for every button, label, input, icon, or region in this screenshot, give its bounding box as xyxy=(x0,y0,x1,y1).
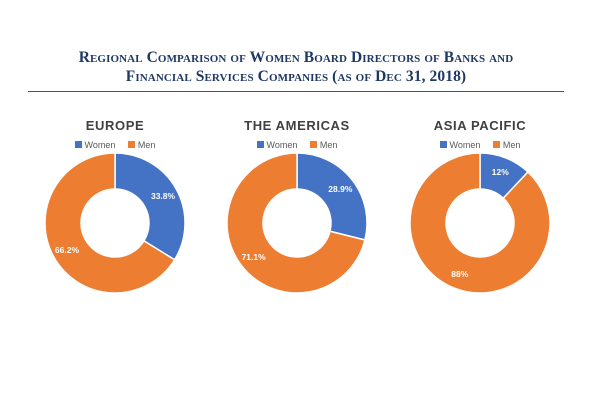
page-title: Regional Comparison of Women Board Direc… xyxy=(0,48,592,86)
legend-label: Women xyxy=(84,140,116,150)
chart-legend: Women Men xyxy=(202,140,392,150)
donut-slice-women xyxy=(296,152,368,241)
donut-slice-men xyxy=(226,152,366,294)
legend-swatch-women xyxy=(439,141,447,149)
title-line-1: Regional Comparison of Women Board Direc… xyxy=(78,49,514,66)
title-line-2: Financial Services Companies (as of Dec … xyxy=(125,68,467,85)
legend-item-men: Men xyxy=(492,140,521,150)
data-label-women: 28.9% xyxy=(328,184,353,194)
chart-title: EUROPE xyxy=(85,118,145,133)
chart-the-americas: THE AMERICAS Women Men 28.9% 71.1% xyxy=(202,118,392,318)
chart-legend: Women Men xyxy=(385,140,575,150)
title-divider xyxy=(28,91,564,92)
legend-swatch-women xyxy=(74,141,82,149)
legend-label: Women xyxy=(449,140,481,150)
legend-swatch-men xyxy=(492,141,500,149)
data-label-men: 66.2% xyxy=(55,245,80,255)
data-label-women: 33.8% xyxy=(151,191,176,201)
donut-slice-men xyxy=(409,152,551,294)
legend-item-women: Women xyxy=(439,140,481,150)
chart-title: THE AMERICAS xyxy=(244,118,350,133)
chart-legend: Women Men xyxy=(20,140,210,150)
data-label-women: 12% xyxy=(492,167,509,177)
legend-item-men: Men xyxy=(127,140,156,150)
data-label-men: 71.1% xyxy=(242,252,267,262)
chart-title: ASIA PACIFIC xyxy=(433,118,527,133)
legend-label: Men xyxy=(502,140,521,150)
legend-swatch-men xyxy=(127,141,135,149)
legend-item-women: Women xyxy=(74,140,116,150)
legend-item-men: Men xyxy=(309,140,338,150)
data-label-men: 88% xyxy=(451,269,468,279)
legend-swatch-women xyxy=(256,141,264,149)
donut-slice-men xyxy=(44,152,176,294)
chart-europe: EUROPE Women Men 33.8% 66.2% xyxy=(20,118,210,318)
chart-asia-pacific: ASIA PACIFIC Women Men 12% 88% xyxy=(385,118,575,318)
donut-chart: 12% 88% xyxy=(409,152,551,294)
legend-label: Men xyxy=(319,140,338,150)
donut-chart: 28.9% 71.1% xyxy=(226,152,368,294)
donut-chart: 33.8% 66.2% xyxy=(44,152,186,294)
legend-item-women: Women xyxy=(256,140,298,150)
legend-swatch-men xyxy=(309,141,317,149)
legend-label: Women xyxy=(266,140,298,150)
legend-label: Men xyxy=(137,140,156,150)
donut-slice-women xyxy=(114,152,186,261)
